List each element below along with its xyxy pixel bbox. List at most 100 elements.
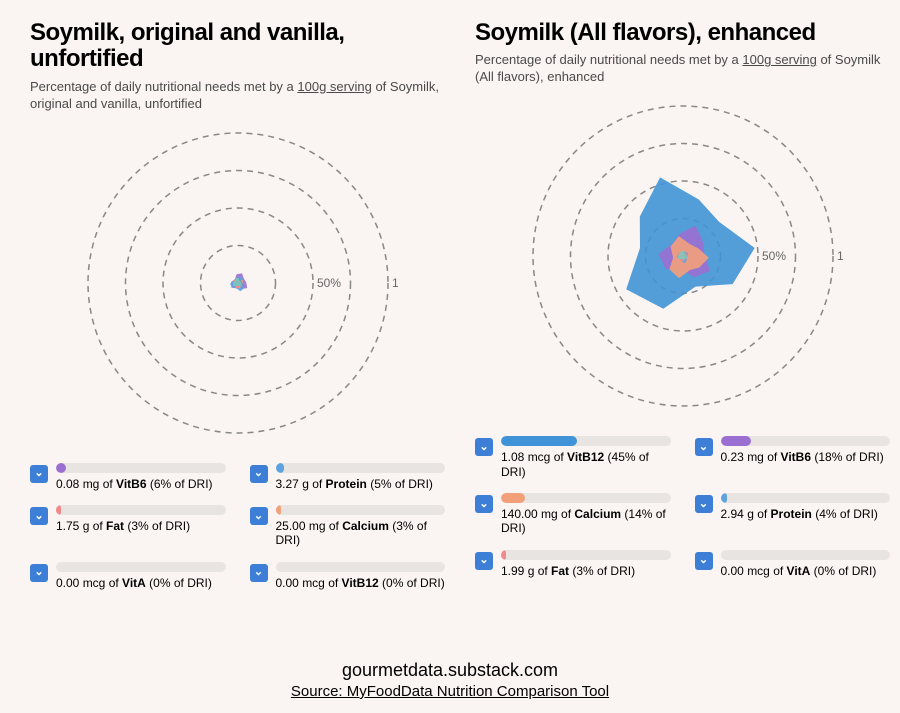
nutrient-name: VitB12 [342,576,379,590]
bar-track [721,550,891,560]
expand-toggle[interactable] [30,507,48,525]
bar-column: 2.94 g of Protein (4% of DRI) [721,493,891,536]
bar-column: 0.00 mcg of VitA (0% of DRI) [56,562,226,590]
bar-track [501,493,671,503]
bar-label: 2.94 g of Protein (4% of DRI) [721,507,891,521]
bar-track [56,505,226,515]
nutrient-bar-item: 0.00 mcg of VitB12 (0% of DRI) [250,562,446,590]
serving-size: 100g serving [742,52,816,67]
expand-toggle[interactable] [695,438,713,456]
radar-box: 50% 100% [475,96,890,416]
nutrient-name: Calcium [342,519,389,533]
bar-fill [501,436,577,446]
expand-toggle[interactable] [475,552,493,570]
bar-column: 0.00 mcg of VitB12 (0% of DRI) [276,562,446,590]
nutrient-name: VitA [787,564,811,578]
nutrient-bar-item: 0.23 mg of VitB6 (18% of DRI) [695,436,891,479]
bar-track [721,436,891,446]
bar-fill [56,505,61,515]
nutrient-bar-item: 3.27 g of Protein (5% of DRI) [250,463,446,491]
bar-label: 0.08 mg of VitB6 (6% of DRI) [56,477,226,491]
nutrient-name: Calcium [574,507,621,521]
bar-track [721,493,891,503]
bar-label: 1.08 mcg of VitB12 (45% of DRI) [501,450,671,479]
expand-toggle[interactable] [250,507,268,525]
bar-column: 0.08 mg of VitB6 (6% of DRI) [56,463,226,491]
nutrient-bar-item: 0.08 mg of VitB6 (6% of DRI) [30,463,226,491]
nutrient-name: Fat [106,519,124,533]
panel-title: Soymilk (All flavors), enhanced [475,20,890,46]
nutrition-panel: Soymilk (All flavors), enhanced Percentag… [475,20,890,660]
bar-label: 140.00 mg of Calcium (14% of DRI) [501,507,671,536]
footer: gourmetdata.substack.com Source: MyFoodD… [0,660,900,700]
nutrient-bar-item: 1.08 mcg of VitB12 (45% of DRI) [475,436,671,479]
nutrient-bar-item: 2.94 g of Protein (4% of DRI) [695,493,891,536]
bar-label: 0.00 mcg of VitA (0% of DRI) [721,564,891,578]
bar-column: 1.99 g of Fat (3% of DRI) [501,550,671,578]
bar-column: 0.23 mg of VitB6 (18% of DRI) [721,436,891,479]
nutrient-name: VitB12 [567,450,604,464]
bar-fill [276,505,281,515]
bar-track [56,562,226,572]
bar-fill [721,436,752,446]
bar-fill [501,550,506,560]
expand-toggle[interactable] [695,552,713,570]
bar-column: 140.00 mg of Calcium (14% of DRI) [501,493,671,536]
bar-label: 0.00 mcg of VitA (0% of DRI) [56,576,226,590]
bar-track [276,505,446,515]
expand-toggle[interactable] [250,465,268,483]
svg-text:50%: 50% [762,249,786,263]
expand-toggle[interactable] [30,564,48,582]
svg-text:100%: 100% [392,276,398,290]
bar-column: 1.75 g of Fat (3% of DRI) [56,505,226,548]
nutrient-name: Fat [551,564,569,578]
bar-track [276,463,446,473]
comparison-wrap: Soymilk, original and vanilla, unfortifi… [0,0,900,660]
nutrition-panel: Soymilk, original and vanilla, unfortifi… [30,20,445,660]
svg-text:50%: 50% [317,276,341,290]
bar-label: 0.23 mg of VitB6 (18% of DRI) [721,450,891,464]
nutrient-bar-item: 140.00 mg of Calcium (14% of DRI) [475,493,671,536]
expand-toggle[interactable] [30,465,48,483]
expand-toggle[interactable] [475,495,493,513]
bar-fill [501,493,525,503]
panel-title: Soymilk, original and vanilla, unfortifi… [30,20,445,73]
expand-toggle[interactable] [250,564,268,582]
source-link[interactable]: Source: MyFoodData Nutrition Comparison … [0,683,900,700]
svg-text:100%: 100% [837,249,843,263]
nutrient-bar-item: 1.99 g of Fat (3% of DRI) [475,550,671,578]
radar-box: 50% 100% [30,123,445,443]
bar-column: 0.00 mcg of VitA (0% of DRI) [721,550,891,578]
expand-toggle[interactable] [695,495,713,513]
bar-column: 3.27 g of Protein (5% of DRI) [276,463,446,491]
bar-track [276,562,446,572]
nutrient-name: Protein [771,507,812,521]
nutrient-name: VitB6 [781,450,811,464]
bar-column: 1.08 mcg of VitB12 (45% of DRI) [501,436,671,479]
nutrient-name: VitA [122,576,146,590]
bar-track [501,550,671,560]
bar-label: 1.75 g of Fat (3% of DRI) [56,519,226,533]
panel-subtitle: Percentage of daily nutritional needs me… [475,52,890,86]
nutrient-name: Protein [326,477,367,491]
nutrient-bar-item: 25.00 mg of Calcium (3% of DRI) [250,505,446,548]
bar-label: 25.00 mg of Calcium (3% of DRI) [276,519,446,548]
watermark-text: gourmetdata.substack.com [0,660,900,681]
bar-fill [721,493,728,503]
bar-label: 3.27 g of Protein (5% of DRI) [276,477,446,491]
bar-fill [276,463,284,473]
radar-chart: 50% 100% [523,96,843,416]
radar-chart: 50% 100% [78,123,398,443]
panel-subtitle: Percentage of daily nutritional needs me… [30,79,445,113]
nutrient-bar-item: 1.75 g of Fat (3% of DRI) [30,505,226,548]
bar-label: 0.00 mcg of VitB12 (0% of DRI) [276,576,446,590]
nutrient-bars: 0.08 mg of VitB6 (6% of DRI) 3.27 g of Pr… [30,463,445,591]
expand-toggle[interactable] [475,438,493,456]
bar-track [501,436,671,446]
nutrient-bars: 1.08 mcg of VitB12 (45% of DRI) 0.23 mg o… [475,436,890,578]
serving-size: 100g serving [297,79,371,94]
bar-column: 25.00 mg of Calcium (3% of DRI) [276,505,446,548]
bar-label: 1.99 g of Fat (3% of DRI) [501,564,671,578]
bar-fill [56,463,66,473]
nutrient-name: VitB6 [116,477,146,491]
